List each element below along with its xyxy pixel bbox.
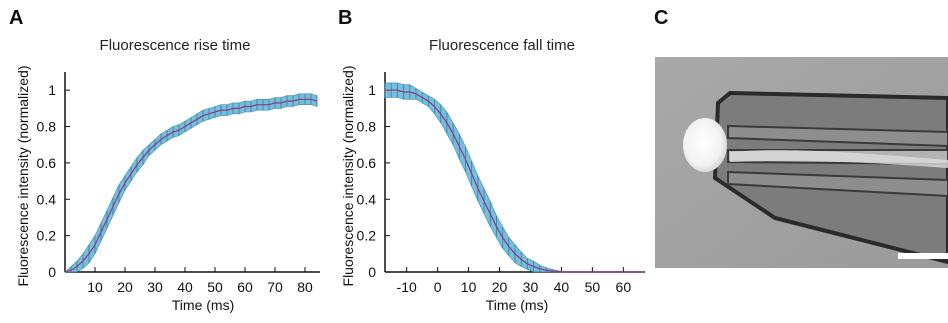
y-tick-label: 0.6: [37, 155, 57, 171]
series-line: [64, 98, 318, 273]
y-tick-label: 0.4: [37, 191, 57, 207]
x-tick-label: -10: [397, 279, 417, 295]
y-tick-label: 0.4: [357, 191, 377, 207]
x-tick-label: 60: [237, 279, 253, 295]
chart-title: Fluorescence fall time: [429, 37, 575, 54]
x-tick-label: 20: [117, 279, 133, 295]
y-tick-label: 0.2: [37, 228, 57, 244]
y-tick-label: 1: [368, 82, 376, 98]
x-tick-label: 40: [177, 279, 193, 295]
x-tick-label: 30: [147, 279, 163, 295]
y-axis-label: Fluorescence intensity (normalized): [340, 66, 356, 287]
micrograph-image: [655, 57, 948, 268]
error-band: [384, 82, 645, 273]
y-tick-label: 0.6: [357, 155, 377, 171]
chart-fall-time: Fluorescence fall time Time (ms) Fluores…: [340, 37, 645, 313]
panel-letter-b: B: [338, 7, 352, 29]
x-tick-label: 20: [492, 279, 508, 295]
series-line: [385, 89, 645, 273]
x-tick-label: 30: [523, 279, 539, 295]
panel-letter-a: A: [9, 7, 23, 29]
chart-title: Fluorescence rise time: [100, 37, 251, 54]
x-tick-label: 0: [434, 279, 442, 295]
scale-bar: [898, 253, 948, 259]
y-tick-label: 0: [368, 264, 376, 280]
x-axis-label: Time (ms): [486, 297, 548, 313]
x-tick-label: 50: [207, 279, 223, 295]
plot-area: 0 0.2 0.4 0.6 0.8 1 10 20 30 40 50 60 70 80: [37, 72, 320, 295]
probe-channel: [727, 124, 948, 148]
y-tick-label: 0.8: [357, 119, 377, 135]
plot-area: 0 0.2 0.4 0.6 0.8 1 -10 0 10 20 30 40 50 60: [357, 72, 645, 295]
x-tick-label: 70: [267, 279, 283, 295]
y-tick-label: 0.2: [357, 228, 377, 244]
chart-rise-time: Fluorescence rise time Time (ms) Fluores…: [15, 37, 320, 313]
fluorescent-plume: [730, 150, 948, 168]
probe-channel: [727, 170, 948, 198]
droplet: [683, 118, 727, 172]
x-tick-label: 60: [616, 279, 632, 295]
y-tick-label: 0: [48, 264, 56, 280]
panel-letter-c: C: [654, 7, 668, 29]
x-tick-label: 80: [297, 279, 313, 295]
x-tick-label: 10: [461, 279, 477, 295]
y-tick-label: 0.8: [37, 119, 57, 135]
x-tick-label: 40: [554, 279, 570, 295]
x-tick-label: 10: [87, 279, 103, 295]
y-axis-label: Fluorescence intensity (normalized): [15, 66, 31, 287]
y-tick-label: 1: [48, 82, 56, 98]
x-tick-label: 50: [585, 279, 601, 295]
x-axis-label: Time (ms): [172, 297, 234, 313]
